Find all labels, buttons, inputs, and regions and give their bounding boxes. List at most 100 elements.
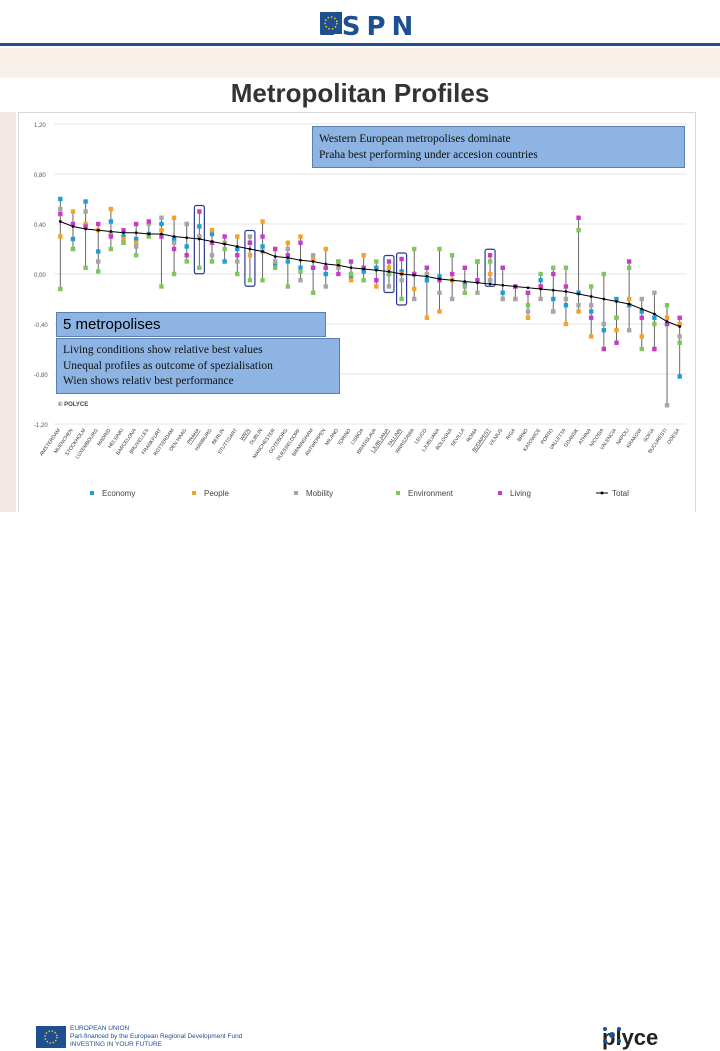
marker-total [438, 277, 441, 281]
marker-economy [652, 315, 657, 320]
marker-mobility [563, 296, 569, 302]
marker-economy [399, 269, 404, 274]
marker-living [171, 246, 177, 252]
marker-mobility [601, 321, 607, 327]
marker-living [652, 346, 657, 352]
marker-living [146, 219, 151, 224]
highlight-box [396, 252, 408, 306]
marker-total [261, 250, 264, 253]
marker-total [84, 227, 87, 231]
marker-economy [159, 221, 164, 227]
marker-mobility [576, 303, 581, 308]
x-tick-label: ODESA [666, 427, 681, 445]
marker-total [109, 230, 113, 233]
marker-mobility [652, 290, 657, 295]
marker-environment [487, 259, 493, 264]
marker-mobility [639, 296, 644, 302]
marker-total [337, 263, 340, 267]
y-tick-label: 1,20 [34, 123, 46, 129]
marker-mobility [298, 278, 303, 283]
legend-swatch [294, 491, 298, 495]
marker-living [222, 234, 227, 239]
marker-living [424, 265, 430, 270]
marker-environment [83, 265, 88, 270]
marker-living [449, 271, 455, 277]
marker-mobility [184, 221, 189, 227]
marker-environment [285, 284, 291, 289]
marker-total [539, 287, 543, 291]
marker-economy [323, 271, 328, 277]
marker-environment [197, 265, 202, 270]
marker-economy [563, 303, 569, 308]
marker-living [336, 271, 341, 277]
polyce-logo: p lyce [602, 1025, 658, 1051]
y-tick-label: -0,40 [34, 323, 48, 329]
marker-people [323, 246, 328, 252]
marker-mobility [159, 215, 164, 220]
polyce-dots-icon [603, 1027, 621, 1043]
callout-body-line2: Unequal profiles as outcome of spezialis… [63, 359, 273, 372]
legend-label: Environment [408, 489, 454, 498]
marker-living [58, 211, 63, 217]
marker-economy [121, 234, 126, 239]
marker-mobility [475, 290, 480, 295]
marker-living [121, 228, 126, 233]
marker-environment [626, 265, 632, 270]
marker-total [172, 235, 176, 238]
marker-people [525, 315, 531, 320]
marker-people [70, 209, 76, 214]
marker-environment [538, 271, 543, 277]
marker-environment [576, 228, 581, 233]
x-tick-label: RIGA [505, 427, 517, 441]
marker-environment [374, 259, 379, 264]
marker-total [311, 260, 315, 263]
marker-economy [58, 196, 63, 202]
marker-people [639, 334, 644, 339]
legend-label: Economy [102, 489, 135, 498]
marker-environment [96, 269, 101, 274]
marker-environment [336, 259, 341, 264]
metropolitan-profiles-chart: 1,200,800,400,00-0,40-0,80-1,20AMSTERDAM… [34, 123, 686, 498]
marker-environment [462, 290, 467, 295]
marker-mobility [626, 328, 632, 333]
marker-people [348, 278, 354, 283]
marker-environment [361, 278, 366, 283]
marker-economy [260, 244, 265, 249]
marker-total [488, 282, 492, 286]
marker-economy [209, 231, 215, 237]
marker-total [147, 232, 151, 236]
marker-living [386, 259, 392, 264]
marker-mobility [336, 265, 341, 270]
marker-environment [475, 259, 480, 264]
map-decoration-band [0, 48, 720, 78]
marker-economy [70, 236, 76, 242]
marker-living [626, 259, 632, 264]
marker-people [374, 284, 379, 289]
marker-mobility [500, 296, 505, 302]
eu-line2: Part-financed by the European Regional D… [70, 1033, 243, 1040]
callout-top-line2: Praha best performing under accesion cou… [319, 149, 538, 161]
marker-environment [348, 271, 354, 277]
marker-environment [235, 271, 240, 277]
marker-living [235, 253, 240, 258]
marker-total [412, 273, 416, 277]
marker-mobility [171, 240, 177, 245]
marker-mobility [551, 309, 556, 314]
marker-living [260, 234, 265, 239]
marker-mobility [96, 259, 101, 264]
marker-living [399, 256, 404, 262]
marker-people [58, 234, 63, 239]
marker-mobility [133, 244, 139, 249]
marker-economy [361, 269, 366, 274]
marker-living [563, 284, 569, 289]
marker-environment [58, 286, 63, 292]
marker-total [122, 231, 125, 235]
marker-environment [222, 246, 227, 252]
y-tick-label: 0,00 [34, 273, 46, 279]
footer: EUROPEAN UNION Part-financed by the Euro… [0, 512, 720, 1050]
eu-star-icon [320, 12, 342, 34]
marker-living [285, 253, 291, 258]
marker-living [639, 315, 644, 320]
eu-flag-icon [36, 1026, 66, 1048]
marker-people [171, 215, 177, 220]
